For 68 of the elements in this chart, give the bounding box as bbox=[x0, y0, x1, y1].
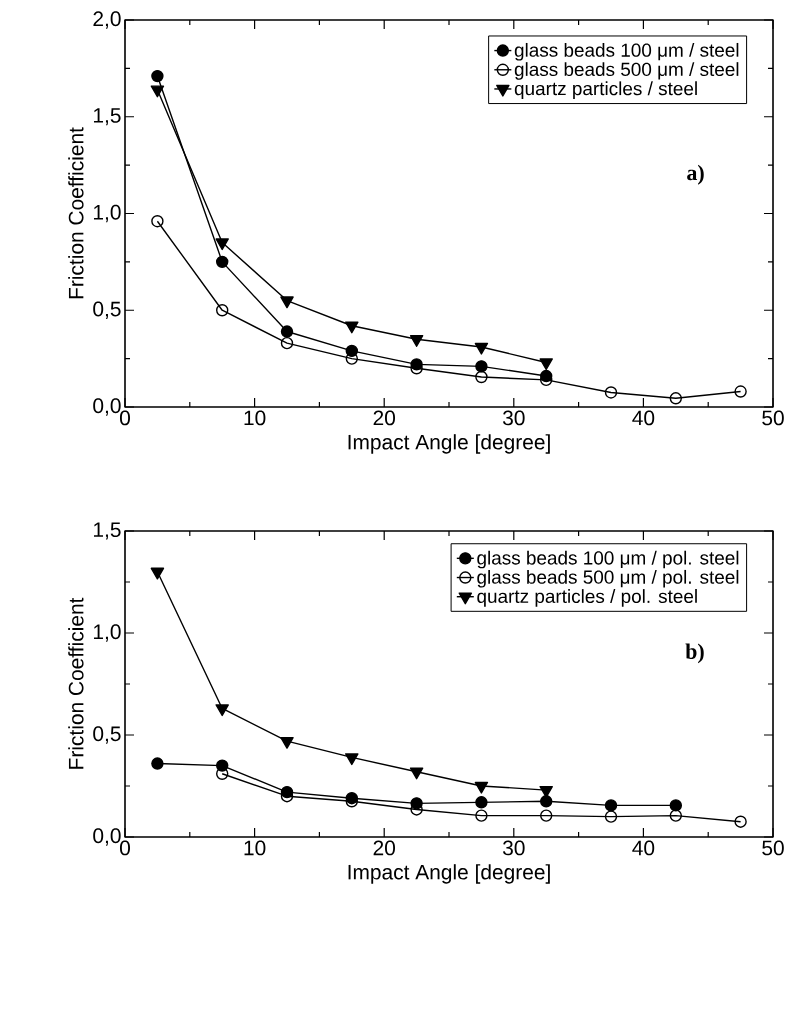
point bbox=[734, 385, 747, 398]
point bbox=[216, 255, 229, 269]
y-tick-label: 1,0 bbox=[93, 204, 121, 223]
point bbox=[540, 795, 553, 808]
point bbox=[150, 567, 165, 580]
point bbox=[215, 238, 229, 251]
x-tick-label: 0 bbox=[120, 410, 130, 426]
point bbox=[669, 392, 683, 405]
point bbox=[280, 325, 294, 338]
point bbox=[280, 336, 294, 350]
point bbox=[475, 809, 488, 822]
x-tick-label: 50 bbox=[762, 410, 784, 426]
y-tick-label: 0,5 bbox=[93, 726, 121, 744]
y-tick-label: 1,5 bbox=[93, 108, 121, 126]
x-axis-title: Impact Angle [degree] bbox=[348, 864, 550, 884]
point bbox=[409, 767, 424, 780]
legend-label: glass beads 100 μm / pol. steel bbox=[477, 550, 739, 569]
point bbox=[280, 296, 294, 309]
point bbox=[151, 215, 164, 228]
point bbox=[539, 358, 553, 371]
x-tick-label: 20 bbox=[373, 840, 396, 856]
point bbox=[474, 781, 489, 794]
point bbox=[475, 796, 488, 809]
y-tick-label: 0,0 bbox=[93, 398, 121, 416]
annotation: a) bbox=[687, 164, 704, 185]
point bbox=[345, 321, 359, 334]
point bbox=[734, 815, 747, 828]
point bbox=[475, 360, 488, 373]
y-tick-label: 1,0 bbox=[93, 624, 121, 642]
x-tick-label: 30 bbox=[502, 840, 525, 856]
x-tick-label: 50 bbox=[762, 840, 784, 856]
y-tick-label: 0,0 bbox=[93, 828, 121, 846]
legend-label: glass beads 500 μm / steel bbox=[514, 62, 739, 80]
y-tick-label: 0,5 bbox=[93, 301, 121, 319]
legend-label: quartz particles / steel bbox=[514, 81, 697, 99]
y-tick-label: 2,0 bbox=[93, 11, 121, 29]
point bbox=[539, 785, 553, 798]
legend-label: glass beads 100 μm / steel bbox=[514, 42, 739, 61]
point bbox=[474, 342, 489, 355]
x-tick-label: 10 bbox=[244, 410, 266, 426]
point bbox=[540, 809, 553, 822]
y-axis-title: Friction Coefficient bbox=[68, 597, 84, 769]
point bbox=[604, 386, 618, 399]
point bbox=[669, 809, 683, 822]
annotation: b) bbox=[685, 643, 704, 664]
point bbox=[604, 810, 618, 823]
x-tick-label: 40 bbox=[632, 840, 655, 856]
x-tick-label: 10 bbox=[244, 840, 266, 856]
x-tick-label: 20 bbox=[373, 410, 396, 426]
y-tick-label: 1,5 bbox=[93, 522, 121, 540]
x-tick-label: 40 bbox=[632, 410, 655, 426]
y-axis-title: Friction Coefficient bbox=[68, 127, 84, 299]
legend-label: glass beads 500 μm / pol. steel bbox=[477, 569, 739, 588]
point bbox=[150, 85, 165, 98]
point bbox=[604, 799, 618, 812]
x-tick-label: 0 bbox=[120, 840, 130, 856]
point bbox=[345, 753, 359, 766]
point bbox=[215, 704, 229, 717]
x-axis-title: Impact Angle [degree] bbox=[348, 434, 550, 454]
x-tick-label: 30 bbox=[502, 410, 525, 426]
legend-label: quartz particles / pol. steel bbox=[477, 589, 697, 607]
point bbox=[151, 757, 164, 770]
point bbox=[409, 335, 424, 347]
point bbox=[669, 799, 683, 812]
point bbox=[475, 370, 488, 384]
point bbox=[151, 69, 164, 83]
point bbox=[280, 736, 294, 749]
point bbox=[216, 304, 229, 317]
